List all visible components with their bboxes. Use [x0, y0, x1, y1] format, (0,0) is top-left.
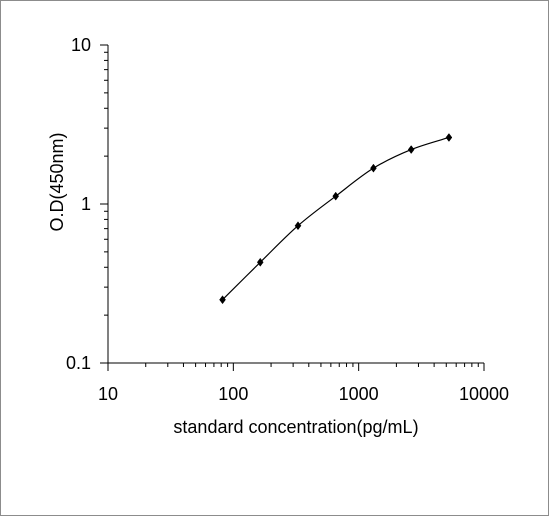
data-point [219, 295, 226, 305]
points [219, 133, 453, 305]
ticks: 10 100 1000 10000 0.1 1 10 [66, 35, 509, 404]
x-axis-title: standard concentration(pg/mL) [173, 417, 418, 437]
x-tick-label: 10 [98, 384, 118, 404]
data-point [294, 221, 302, 231]
data-point [445, 133, 453, 142]
y-tick-label: 1 [81, 194, 91, 214]
y-tick-label: 0.1 [66, 353, 91, 373]
data-point [256, 257, 264, 267]
data-point [407, 145, 415, 154]
x-tick-label: 10000 [459, 384, 509, 404]
curve-layer [222, 136, 450, 301]
data-point [332, 191, 340, 201]
y-axis-title: O.D(450nm) [47, 132, 67, 231]
y-tick-label: 10 [71, 35, 91, 55]
x-tick-label: 1000 [339, 384, 379, 404]
axes [107, 45, 484, 364]
data-point [370, 163, 377, 173]
series-line [222, 136, 450, 301]
x-tick-label: 100 [218, 384, 248, 404]
